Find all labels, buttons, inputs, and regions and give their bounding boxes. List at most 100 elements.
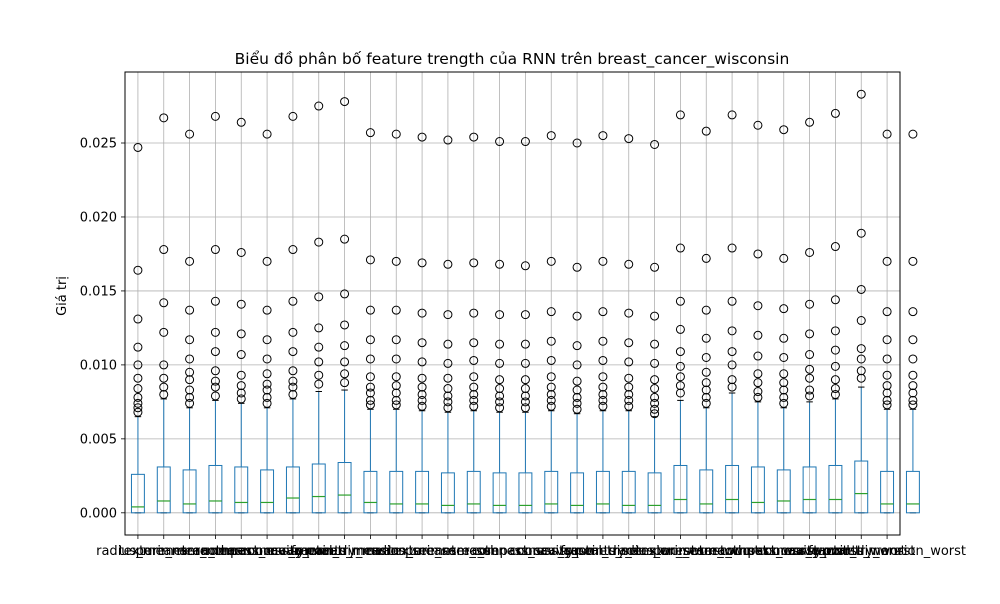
flier-point — [133, 407, 143, 417]
flier-point — [185, 335, 195, 345]
flier-point — [133, 403, 143, 413]
flier-point — [572, 398, 582, 408]
flier-point — [624, 259, 634, 269]
flier-point — [469, 258, 479, 268]
flier-point — [624, 134, 634, 144]
flier-point — [908, 388, 918, 398]
box-group — [518, 137, 533, 514]
box-iqr — [363, 470, 378, 514]
flier-point — [185, 256, 195, 266]
box-iqr — [234, 466, 249, 514]
x-tick-label: symmetry_mean — [290, 544, 399, 559]
flier-point — [701, 385, 711, 395]
flier-point — [520, 310, 530, 320]
flier-point — [417, 357, 427, 367]
flier-point — [675, 381, 685, 391]
x-tick-label: smoothness_worst — [698, 544, 819, 559]
flier-point — [675, 361, 685, 371]
flier-point — [598, 307, 608, 317]
flier-point — [210, 245, 220, 255]
flier-point — [185, 392, 195, 402]
box-iqr — [544, 470, 559, 514]
flier-point — [779, 304, 789, 314]
flier-point — [185, 305, 195, 315]
flier-point — [185, 385, 195, 395]
flier-point — [365, 335, 375, 345]
box-group — [776, 125, 791, 514]
flier-point — [675, 243, 685, 253]
flier-point — [805, 117, 815, 127]
flier-point — [443, 259, 453, 269]
box-iqr — [621, 470, 636, 514]
tick-labels: 0.000 0.005 0.010 0.015 0.020 0.025 radius_mea… — [80, 137, 966, 559]
box-iqr — [647, 472, 662, 514]
box-group — [311, 101, 326, 514]
flier-point — [391, 395, 401, 405]
flier-point — [830, 389, 840, 399]
flier-point — [546, 389, 556, 399]
flier-point — [830, 295, 840, 305]
flier-point — [727, 243, 737, 253]
flier-point — [495, 403, 505, 413]
flier-point — [753, 369, 763, 379]
flier-point — [443, 373, 453, 383]
box-group — [750, 120, 765, 514]
flier-point — [262, 129, 272, 139]
flier-point — [546, 372, 556, 382]
x-tick-label: concavity_se — [509, 544, 593, 559]
flier-point — [624, 373, 634, 383]
x-tick-label: radius_se — [366, 544, 427, 559]
flier-point — [701, 398, 711, 408]
flier-point — [650, 398, 660, 408]
flier-point — [650, 375, 660, 385]
flier-point — [133, 398, 143, 408]
flier-point — [598, 382, 608, 392]
flier-point — [469, 308, 479, 318]
flier-point — [236, 350, 246, 360]
flier-point — [572, 392, 582, 402]
box-iqr — [750, 466, 765, 514]
flier-point — [598, 389, 608, 399]
flier-point — [133, 360, 143, 370]
flier-point — [779, 352, 789, 362]
x-tick-label: concave points_worst — [765, 544, 906, 559]
box-group — [182, 129, 197, 514]
box-iqr — [880, 470, 895, 514]
flier-point — [598, 355, 608, 365]
flier-point — [365, 382, 375, 392]
flier-point — [520, 261, 530, 271]
flier-point — [288, 347, 298, 357]
flier-point — [391, 305, 401, 315]
flier-point — [288, 245, 298, 255]
flier-point — [185, 129, 195, 139]
x-tick-label: concavity_mean — [240, 544, 346, 559]
flier-point — [650, 262, 660, 272]
x-tick-label: texture_se — [388, 544, 456, 559]
flier-point — [495, 358, 505, 368]
flier-point — [572, 262, 582, 272]
flier-point — [443, 384, 453, 394]
flier-point — [288, 111, 298, 121]
box-group — [234, 117, 249, 514]
flier-point — [546, 131, 556, 141]
x-tick-label: perimeter_mean — [136, 544, 244, 559]
flier-point — [779, 369, 789, 379]
flier-point — [365, 388, 375, 398]
flier-point — [391, 381, 401, 391]
flier-point — [314, 342, 324, 352]
flier-point — [572, 311, 582, 321]
flier-point — [675, 110, 685, 120]
flier-point — [185, 375, 195, 385]
x-tick-label: concave points_se — [517, 544, 636, 559]
flier-point — [340, 289, 350, 299]
flier-point — [882, 307, 892, 317]
box-iqr — [285, 466, 300, 514]
x-tick-label: texture_mean — [119, 544, 209, 559]
flier-point — [133, 265, 143, 275]
flier-point — [236, 381, 246, 391]
flier-point — [262, 392, 272, 402]
flier-point — [624, 389, 634, 399]
flier-point — [469, 389, 479, 399]
flier-point — [288, 296, 298, 306]
